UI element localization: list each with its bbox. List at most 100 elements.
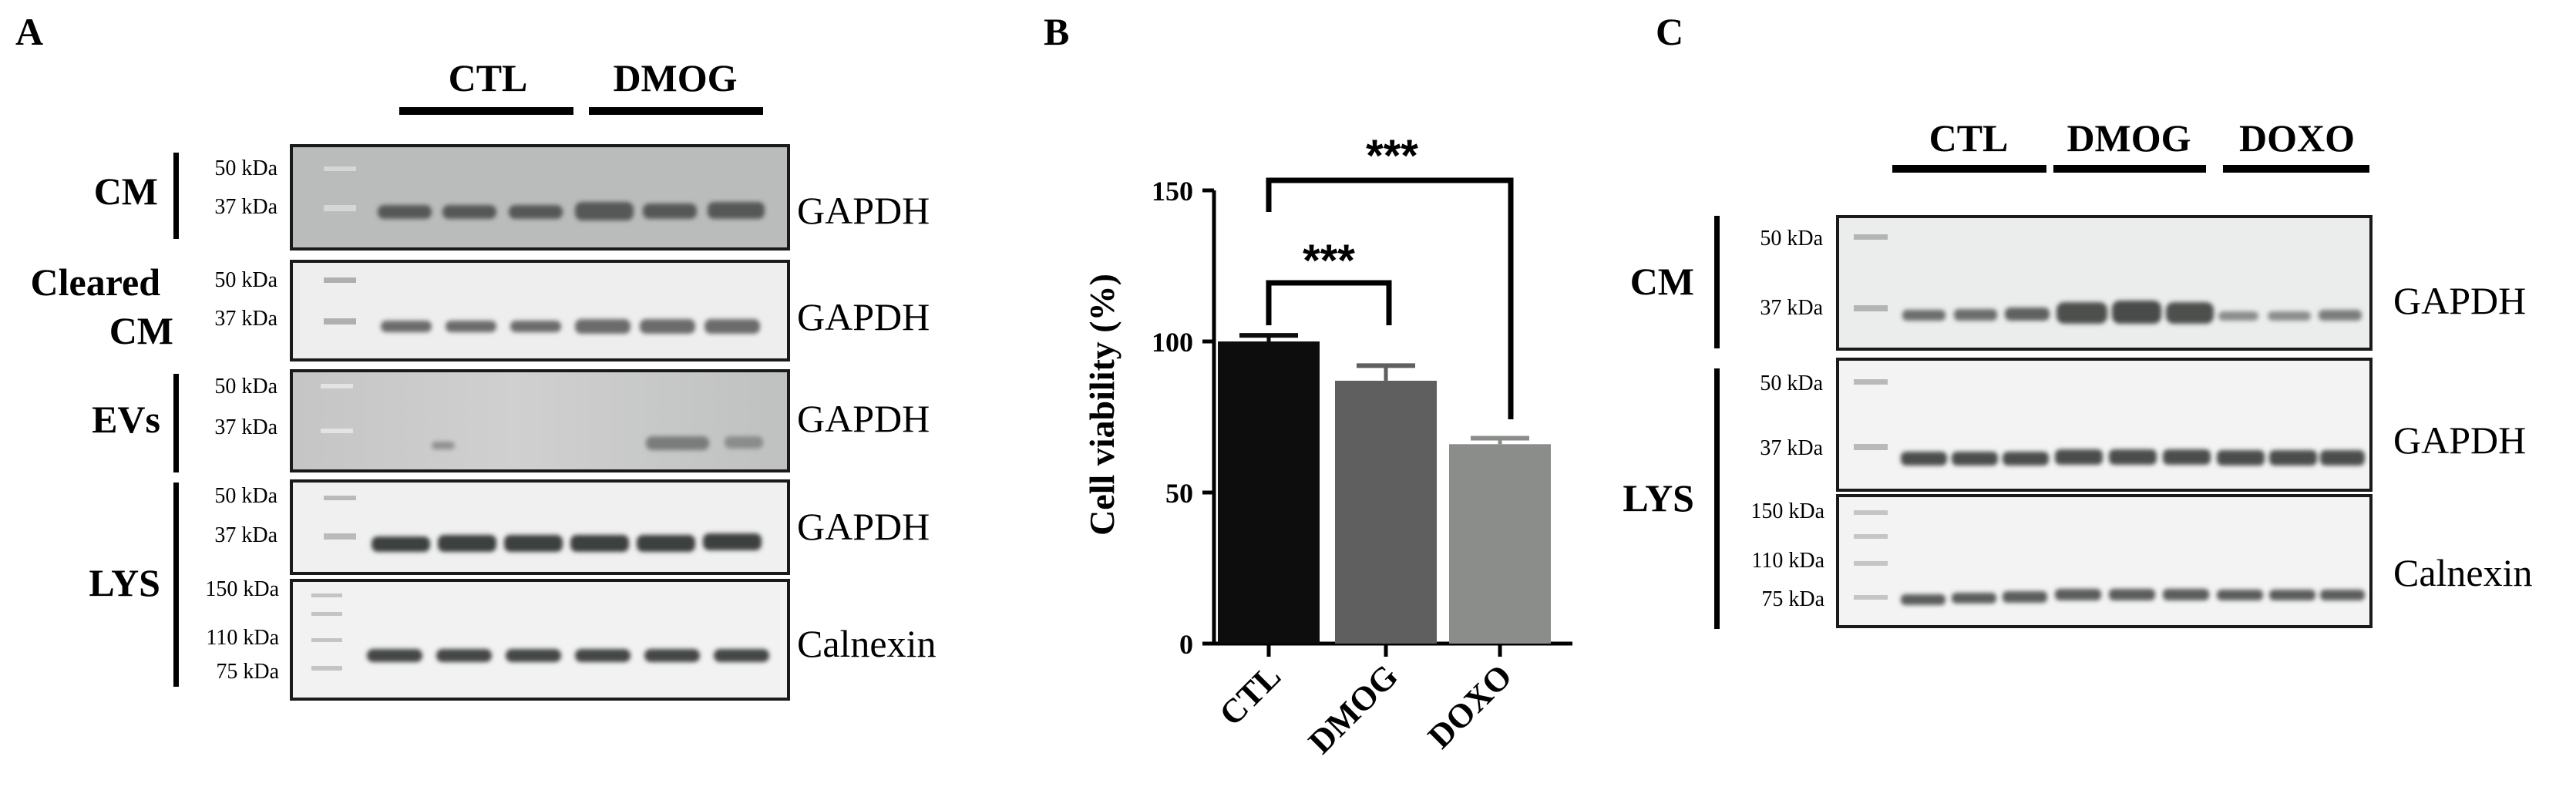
- ladder-band: [324, 533, 356, 540]
- ladder-band: [1854, 444, 1888, 450]
- panel-c-sample-cm: CM: [1630, 260, 1694, 303]
- band: [2217, 450, 2265, 466]
- panel-c-row3-marker-75: 75 kDa: [1761, 587, 1824, 611]
- band: [372, 536, 430, 552]
- band: [2056, 302, 2107, 324]
- panel-c-row3-marker-150: 150 kDa: [1750, 499, 1824, 523]
- ladder-band: [1854, 510, 1888, 515]
- y-tick-label: 100: [1152, 327, 1193, 358]
- ladder-band: [311, 593, 342, 597]
- panel-c-bracket-cm: [1714, 216, 1720, 348]
- panel-a-row5-marker-150: 150 kDa: [205, 577, 279, 601]
- band: [575, 649, 631, 662]
- panel-a-row5-protein: Calnexin: [797, 622, 937, 665]
- panel-a-group-ctl-bar: [399, 107, 573, 115]
- band: [2217, 590, 2263, 600]
- panel-a-row2-marker-37: 37 kDa: [214, 307, 277, 331]
- x-tick-label-ctl: CTL: [1212, 657, 1288, 733]
- panel-c-bracket-lys: [1714, 368, 1720, 629]
- panel-a-sample-cm: CM: [94, 170, 158, 213]
- band: [2269, 590, 2315, 600]
- band: [2269, 450, 2317, 466]
- panel-a-row1-marker-50: 50 kDa: [214, 156, 277, 180]
- band: [509, 205, 563, 219]
- panel-b: B Cell viability (%) 0 50 100 150 CTL DMOG DO…: [1044, 10, 1572, 761]
- band: [575, 202, 634, 220]
- ladder-band: [324, 166, 356, 171]
- band: [2166, 302, 2214, 324]
- panel-b-label: B: [1044, 10, 1069, 53]
- bracket-ctl-doxo: [1266, 177, 1514, 419]
- band: [367, 649, 422, 662]
- bracket-ctl-dmog: [1266, 280, 1392, 325]
- ladder-band: [311, 666, 342, 671]
- panel-a-blot-cleared-cm: [290, 260, 790, 361]
- band: [703, 533, 762, 550]
- band: [1952, 593, 1996, 604]
- band: [570, 535, 629, 552]
- ladder-band: [1854, 534, 1888, 539]
- panel-c-row3-protein: Calnexin: [2393, 551, 2533, 594]
- x-tick-label-doxo: DOXO: [1421, 657, 1519, 755]
- band: [2003, 452, 2049, 466]
- panel-a-row3-protein: GAPDH: [797, 397, 930, 440]
- panel-c-row3-marker-110: 110 kDa: [1751, 549, 1824, 573]
- panel-a-sample-cleared: Cleared: [31, 261, 161, 304]
- ladder-band: [321, 429, 353, 433]
- band: [2055, 449, 2103, 465]
- panel-a-blot-lys-gapdh: [290, 479, 790, 575]
- band: [2320, 450, 2365, 466]
- y-tick-label: 50: [1165, 478, 1193, 509]
- panel-a-row4-marker-50: 50 kDa: [214, 484, 277, 508]
- panel-c-group-doxo: DOXO: [2239, 116, 2355, 160]
- panel-a-row1-marker-37: 37 kDa: [214, 195, 277, 219]
- x-tick-label-dmog: DMOG: [1301, 657, 1405, 761]
- band: [575, 319, 631, 334]
- error-bars: [1239, 333, 1529, 445]
- panel-a-row5-marker-110: 110 kDa: [206, 626, 279, 650]
- ladder-band: [1854, 379, 1888, 385]
- bar-dmog: [1335, 380, 1437, 644]
- panel-a-group-dmog-bar: [589, 107, 763, 115]
- ladder-band: [1854, 305, 1888, 311]
- panel-a-lys-calnexin-bands: [367, 649, 769, 662]
- y-tick-label: 150: [1152, 176, 1193, 207]
- panel-c-blot-lys-calnexin: [1836, 494, 2373, 628]
- band: [644, 649, 700, 662]
- panel-a: A CTL DMOG CM 50 kDa 37 kDa GAPDH Cleare…: [15, 10, 937, 701]
- panel-c-lys-calnexin-bands: [1901, 589, 2365, 605]
- band: [2319, 310, 2362, 321]
- band: [2109, 449, 2157, 465]
- band: [1952, 452, 1998, 466]
- panel-c-row1-marker-37: 37 kDa: [1760, 296, 1823, 320]
- panel-a-row5-marker-75: 75 kDa: [216, 660, 279, 684]
- significance-stars-2: ***: [1366, 131, 1418, 181]
- ladder-band: [324, 318, 356, 324]
- panel-a-bracket-evs: [173, 374, 179, 472]
- band: [637, 535, 695, 552]
- panel-c-row2-marker-37: 37 kDa: [1760, 436, 1823, 460]
- significance-ctl-vs-doxo: ***: [1266, 131, 1514, 419]
- ladder-band: [321, 384, 353, 388]
- panel-a-sample-cleared-cm: CM: [109, 309, 173, 352]
- band: [725, 436, 763, 449]
- band: [378, 205, 432, 219]
- bar-ctl: [1218, 341, 1320, 644]
- band: [2055, 589, 2101, 600]
- panel-c: C CTL DMOG DOXO CM 50 kDa 37 kDa GAPDH L…: [1623, 10, 2533, 629]
- panel-c-group-ctl: CTL: [1929, 116, 2009, 160]
- band: [640, 319, 695, 334]
- band: [1902, 310, 1945, 321]
- band: [381, 321, 432, 332]
- ladder-band: [1854, 234, 1888, 240]
- panel-a-evs-bands: [432, 436, 763, 450]
- panel-a-row2-protein: GAPDH: [797, 295, 930, 338]
- band: [2163, 589, 2209, 600]
- bar-doxo: [1449, 444, 1551, 644]
- band: [1901, 452, 1947, 466]
- panel-a-row3-marker-50: 50 kDa: [214, 375, 277, 398]
- panel-c-row2-protein: GAPDH: [2393, 419, 2526, 462]
- panel-c-group-dmog-bar: [2053, 165, 2206, 173]
- ladder-band: [324, 496, 356, 500]
- panel-a-row2-marker-50: 50 kDa: [214, 268, 277, 292]
